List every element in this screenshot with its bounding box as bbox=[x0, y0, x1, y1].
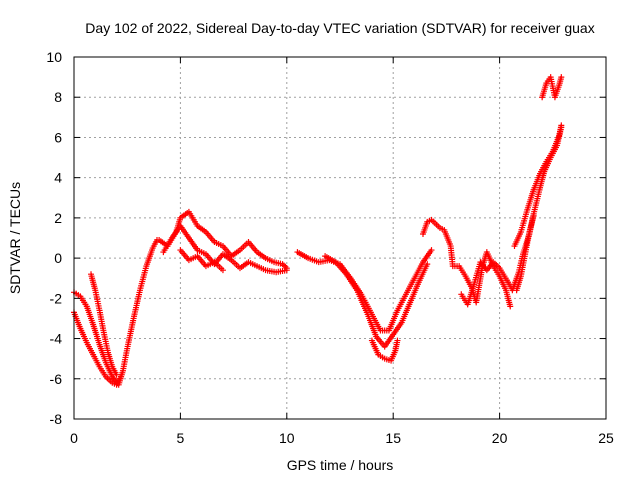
grid bbox=[74, 57, 606, 419]
y-tick-label: -2 bbox=[50, 290, 63, 306]
data-point bbox=[219, 267, 226, 274]
y-axis-label: SDTVAR / TECUs bbox=[7, 182, 23, 294]
y-tick-label: 6 bbox=[54, 129, 62, 145]
series-track-h bbox=[322, 253, 431, 350]
series-track-c bbox=[88, 271, 120, 378]
data-point bbox=[530, 212, 537, 219]
series-track-e bbox=[160, 222, 290, 276]
x-tick-label: 25 bbox=[598, 430, 614, 446]
data-point bbox=[428, 247, 435, 254]
data-point bbox=[394, 337, 401, 344]
series-track-l bbox=[511, 122, 565, 250]
x-tick-label: 15 bbox=[385, 430, 401, 446]
data-point bbox=[507, 303, 514, 310]
y-tick-label: 0 bbox=[54, 250, 62, 266]
series-track-k bbox=[458, 124, 565, 308]
data-point bbox=[558, 122, 565, 129]
data-point bbox=[558, 74, 565, 81]
data-point bbox=[424, 261, 431, 268]
x-tick-label: 10 bbox=[279, 430, 295, 446]
data-point bbox=[113, 371, 120, 378]
data-point bbox=[283, 267, 290, 274]
y-tick-label: 4 bbox=[54, 170, 62, 186]
y-tick-label: -8 bbox=[50, 411, 63, 427]
axes bbox=[73, 56, 607, 420]
x-tick-label: 20 bbox=[492, 430, 508, 446]
series-track-n bbox=[539, 74, 565, 101]
x-tick-label: 0 bbox=[70, 430, 78, 446]
series-track-m bbox=[513, 212, 537, 294]
chart-title: Day 102 of 2022, Sidereal Day-to-day VTE… bbox=[85, 20, 594, 36]
series-track-g bbox=[294, 247, 435, 334]
data-point bbox=[117, 373, 124, 380]
plot-frame bbox=[73, 56, 607, 420]
series-track-f bbox=[177, 247, 226, 274]
series-track-b bbox=[71, 309, 124, 388]
x-axis-label: GPS time / hours bbox=[287, 457, 394, 473]
series-track-a bbox=[71, 237, 160, 388]
tick-labels: 0 5 10 15 20 25 -8 -6 -4 -2 0 2 4 6 8 10 bbox=[46, 49, 614, 446]
series-track-i bbox=[368, 337, 401, 364]
x-tick-label: 5 bbox=[177, 430, 185, 446]
y-tick-label: 2 bbox=[54, 210, 62, 226]
y-tick-label: -6 bbox=[50, 371, 63, 387]
y-tick-label: -4 bbox=[50, 331, 63, 347]
data-marks bbox=[71, 74, 565, 388]
y-tick-label: 10 bbox=[46, 49, 62, 65]
y-tick-label: 8 bbox=[54, 89, 62, 105]
